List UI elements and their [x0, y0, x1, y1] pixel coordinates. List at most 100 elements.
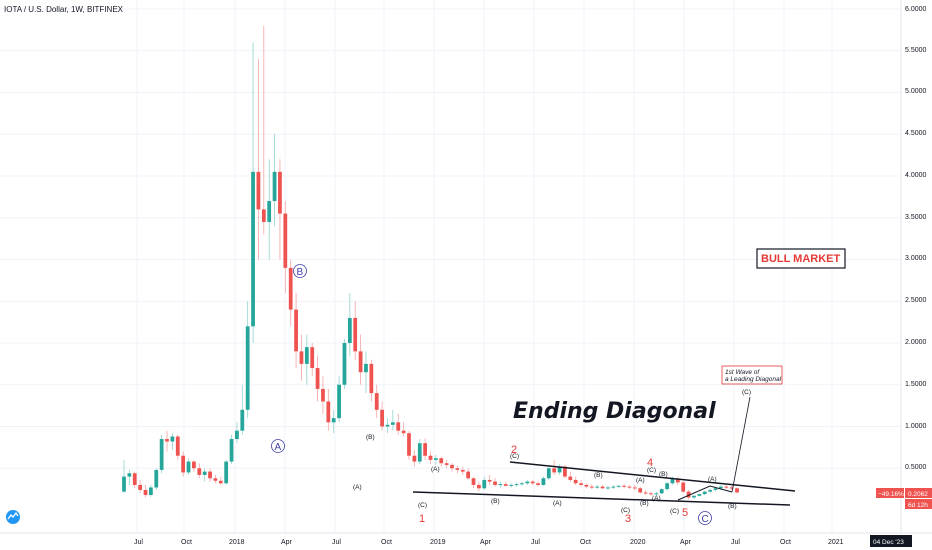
candle-up	[654, 493, 659, 495]
bull-market-box	[756, 248, 846, 269]
candle-up	[202, 471, 207, 475]
wave-label: (C)	[742, 389, 751, 396]
annotation-pointer	[731, 396, 751, 493]
wave-number-4: 4	[647, 457, 653, 469]
x-tick-label: 2018	[229, 539, 245, 546]
x-tick-label: Apr	[281, 539, 293, 546]
wave-label: (B)	[659, 471, 668, 478]
wave-label: (C)	[670, 508, 679, 515]
x-tick-label: 2019	[430, 539, 446, 546]
wave-number-2: 2	[511, 444, 517, 456]
circled-label-c-text: C	[702, 514, 709, 525]
candle-down	[579, 483, 583, 485]
candle-down	[600, 486, 605, 489]
candle-down	[649, 493, 653, 495]
candle-down	[369, 363, 374, 394]
candle-up	[186, 461, 191, 473]
y-tick-label: 3.5000	[905, 214, 927, 221]
wave-label: (A)	[553, 500, 562, 507]
upper-trendline	[509, 461, 796, 492]
y-tick-label: 4.5000	[905, 130, 927, 137]
wave-number-1: 1	[419, 513, 425, 525]
candle-down	[288, 267, 293, 310]
candle-up	[611, 486, 616, 488]
candle-up	[235, 430, 239, 440]
candle-up	[245, 326, 250, 410]
candle-down	[643, 492, 648, 494]
candle-up	[718, 486, 723, 489]
wave-number-5: 5	[682, 507, 688, 519]
candle-down	[455, 468, 460, 470]
x-tick-label: 2021	[828, 539, 844, 546]
candle-down	[589, 486, 594, 488]
candle-up	[433, 458, 438, 460]
candle-up	[159, 439, 164, 470]
candle-down	[278, 171, 282, 214]
candle-down	[138, 484, 143, 490]
candle-down	[197, 468, 202, 475]
candle-down	[487, 479, 492, 482]
candle-down	[261, 209, 266, 222]
candle-down	[412, 455, 417, 462]
candle-up	[240, 409, 245, 431]
circled-label-b	[293, 264, 307, 278]
candle-down	[493, 481, 497, 485]
x-tick-label: Apr	[680, 539, 692, 546]
candle-down	[536, 483, 540, 485]
candle-down	[374, 393, 379, 410]
x-tick-label: Jul	[332, 539, 341, 546]
candle-down	[632, 487, 637, 489]
candle-up	[498, 484, 503, 486]
candle-up	[337, 384, 341, 419]
candle-down	[353, 317, 358, 352]
candle-down	[310, 347, 315, 369]
note-line-2: a Leading Diagonal	[725, 376, 782, 383]
y-tick-label: 6.0000	[905, 6, 927, 13]
y-tick-label: 5.0000	[905, 88, 927, 95]
candle-down	[530, 481, 535, 484]
candle-down	[165, 439, 169, 442]
candle-up	[606, 487, 610, 489]
wave-label: (A)	[708, 476, 717, 483]
candle-up	[509, 484, 514, 486]
candle-up	[170, 436, 175, 442]
candle-up	[304, 347, 309, 364]
tradingview-logo-icon[interactable]	[6, 510, 20, 524]
candle-down	[627, 486, 632, 488]
wave-label: (A)	[431, 466, 440, 473]
candle-down	[256, 171, 261, 210]
date-tag-text: 04 Dec '23	[873, 539, 904, 546]
candle-up	[546, 468, 551, 479]
wave-label: (C)	[621, 507, 630, 514]
candle-down	[428, 455, 433, 460]
candle-up	[385, 424, 390, 427]
x-tick-label: Jul	[531, 539, 540, 546]
change-tag	[876, 488, 904, 498]
note-box	[721, 365, 783, 385]
countdown-tag-text: 6d 12h	[908, 502, 928, 509]
candle-down	[175, 436, 180, 456]
candle-down	[681, 482, 686, 492]
wave-label: (A)	[636, 477, 645, 484]
candle-up	[692, 495, 696, 498]
candle-up	[697, 494, 702, 496]
candle-down	[563, 466, 567, 477]
candle-up	[713, 488, 718, 490]
candle-up	[702, 491, 707, 495]
candle-down	[477, 484, 481, 489]
circled-label-c	[698, 511, 712, 525]
y-tick-label: 2.5000	[905, 297, 927, 304]
x-tick-label: Oct	[580, 539, 591, 546]
candle-up	[390, 422, 395, 425]
candle-down	[735, 488, 739, 493]
leading-diagonal-wave	[677, 485, 733, 501]
candle-down	[143, 489, 148, 495]
y-tick-label: 1.0000	[905, 423, 927, 430]
x-tick-label: Oct	[181, 539, 192, 546]
circled-label-b-text: B	[297, 267, 304, 278]
x-tick-label: 2020	[630, 539, 646, 546]
candle-down	[181, 455, 186, 473]
candle-up	[514, 484, 519, 486]
wave-label: (C)	[418, 502, 427, 509]
